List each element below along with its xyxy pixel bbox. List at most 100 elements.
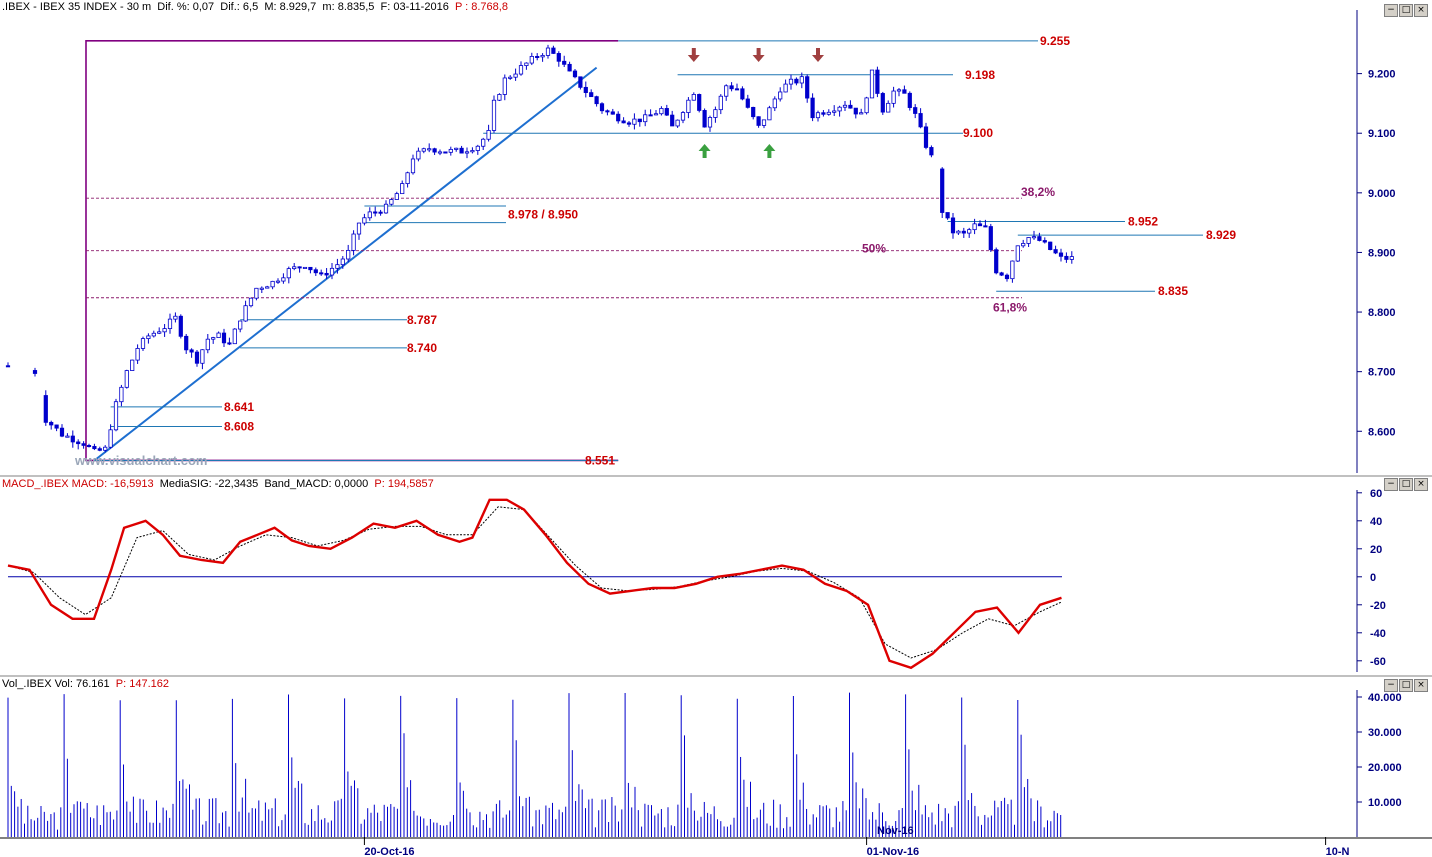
close-button[interactable]: ×	[1414, 4, 1428, 17]
volume-ytick-label: 30.000	[1368, 727, 1402, 739]
candle-body	[875, 69, 880, 94]
volume-month-label: Nov-16	[877, 825, 914, 837]
candle-body	[761, 119, 767, 126]
price-header-name: .IBEX - IBEX 35 INDEX - 30 m	[2, 1, 152, 13]
level-label: 8.740	[407, 341, 437, 355]
candle-body	[1058, 252, 1064, 257]
candle-body	[275, 280, 281, 283]
macd-ytick-label: 20	[1370, 544, 1382, 556]
candle-body	[686, 99, 691, 113]
macd-maximize-button[interactable]: □	[1399, 478, 1413, 491]
macd-header-p: P: 194,5857	[374, 478, 434, 490]
candle-body	[724, 85, 729, 97]
candle-body	[454, 147, 459, 150]
minimize-button[interactable]: −	[1384, 4, 1398, 17]
candle-body	[373, 211, 378, 214]
candle-body	[448, 148, 453, 153]
candle-body	[842, 104, 848, 108]
candle-body	[880, 93, 885, 113]
candle-body	[929, 147, 934, 156]
candle-body	[205, 338, 210, 351]
candle-body	[65, 435, 70, 438]
candle-body	[648, 114, 653, 117]
candle-body	[994, 249, 999, 274]
candle-body	[119, 386, 124, 403]
vol-close-button[interactable]: ×	[1414, 679, 1428, 692]
price-ytick-label: 9.100	[1368, 128, 1396, 140]
candle-body	[659, 108, 664, 115]
macd-header: MACD_.IBEX MACD: -16,5913 MediaSIG: -22,…	[2, 478, 434, 490]
level-label: 8.608	[224, 420, 254, 434]
candle-body	[707, 117, 713, 128]
candle-body	[508, 76, 513, 79]
candle-body	[324, 272, 329, 276]
vol-maximize-button[interactable]: □	[1399, 679, 1413, 692]
candle-body	[475, 145, 480, 151]
macd-header-band: Band_MACD: 0,0000	[264, 478, 369, 490]
candle-body	[200, 349, 205, 364]
candle-body	[81, 443, 86, 446]
candle-body	[54, 424, 59, 429]
vol-window-buttons: − □ ×	[1384, 679, 1428, 692]
vol-header-p: P: 147.162	[115, 678, 169, 690]
candle-body	[918, 113, 923, 128]
candle-body	[135, 348, 140, 361]
candle-body	[675, 119, 680, 127]
candle-body	[1026, 237, 1031, 244]
macd-lines	[7, 498, 1062, 670]
candle-body	[281, 277, 286, 282]
volume-ytick-label: 40.000	[1368, 692, 1402, 704]
candle-body	[589, 92, 594, 98]
macd-close-button[interactable]: ×	[1414, 478, 1428, 491]
candle-body	[481, 138, 486, 147]
candle-body	[848, 104, 853, 109]
fib-label: 61,8%	[993, 301, 1027, 315]
candle-body	[146, 335, 151, 340]
candle-body	[691, 94, 696, 101]
candle-body	[945, 212, 950, 219]
candle-body	[178, 315, 183, 337]
trend-line	[93, 66, 598, 462]
candle-body	[335, 264, 340, 269]
candle-body	[270, 280, 275, 288]
maximize-button[interactable]: □	[1399, 4, 1413, 17]
candle-body	[551, 47, 556, 54]
candle-body	[400, 183, 405, 195]
volume-ytick-label: 10.000	[1368, 797, 1402, 809]
up-arrow-icon	[763, 144, 776, 158]
candle-body	[216, 332, 221, 339]
candle-body	[680, 112, 686, 121]
candle-body	[864, 97, 869, 114]
candle-body	[443, 151, 448, 154]
macd-ytick-label: -60	[1370, 656, 1386, 668]
candle-body	[162, 328, 167, 333]
candle-body	[610, 111, 615, 115]
vol-minimize-button[interactable]: −	[1384, 679, 1398, 692]
candle-body	[767, 107, 772, 121]
candle-body	[356, 222, 362, 235]
macd-ytick-label: 60	[1370, 488, 1382, 500]
candle-body	[961, 230, 966, 234]
candle-body	[297, 266, 302, 269]
candle-body	[1048, 241, 1053, 250]
candle-body	[486, 130, 491, 140]
candle-body	[810, 97, 815, 119]
candle-body	[497, 94, 502, 101]
fib-label: 50%	[862, 242, 886, 256]
candle-body	[211, 337, 216, 340]
candle-body	[891, 90, 896, 104]
candle-body	[967, 229, 972, 234]
candle-body	[173, 315, 178, 320]
candle-body	[513, 73, 518, 78]
candle-body	[653, 113, 659, 116]
macd-minimize-button[interactable]: −	[1384, 478, 1398, 491]
candle-body	[502, 77, 507, 95]
candle-body	[621, 120, 626, 124]
volume-bars: Nov-16	[7, 692, 1062, 837]
candle-body	[545, 47, 551, 56]
candle-body	[729, 85, 734, 90]
candle-body	[983, 225, 988, 228]
candle-body	[713, 109, 718, 118]
candle-body	[572, 70, 578, 78]
